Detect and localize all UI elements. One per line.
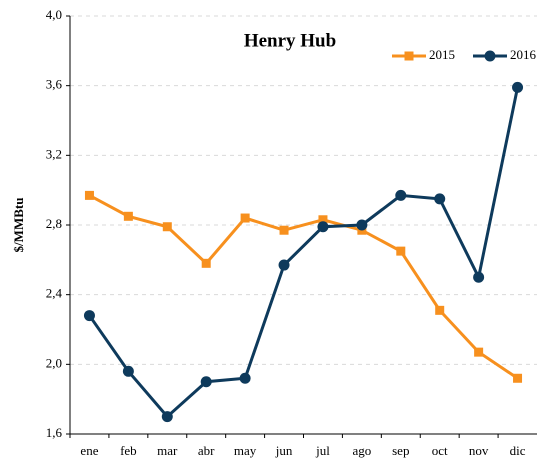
point <box>318 215 328 225</box>
point <box>239 372 251 384</box>
point <box>279 225 289 235</box>
x-tick-label: abr <box>198 443 215 458</box>
x-tick-label: ene <box>80 443 98 458</box>
y-axis-label: $/MMBtu <box>11 198 26 253</box>
chart-title: Henry Hub <box>244 30 336 51</box>
point <box>474 347 484 357</box>
y-tick-label: 2,8 <box>46 216 62 231</box>
x-tick-label: oct <box>432 443 448 458</box>
point <box>396 246 406 256</box>
point <box>435 305 445 315</box>
legend-marker <box>404 51 414 61</box>
x-tick-label: jul <box>315 443 330 458</box>
x-tick-label: jun <box>275 443 293 458</box>
point <box>278 259 290 271</box>
point <box>84 190 94 200</box>
point <box>395 189 407 201</box>
point <box>162 222 172 232</box>
y-tick-label: 2,4 <box>46 286 63 301</box>
point <box>122 365 134 377</box>
point <box>473 271 485 283</box>
point <box>83 310 95 322</box>
x-tick-label: feb <box>120 443 137 458</box>
x-tick-label: sep <box>392 443 409 458</box>
point <box>240 213 250 223</box>
point <box>512 81 524 93</box>
point <box>317 221 329 233</box>
y-tick-label: 3,6 <box>46 77 63 92</box>
x-tick-label: dic <box>510 443 526 458</box>
point <box>123 211 133 221</box>
x-tick-label: ago <box>352 443 371 458</box>
legend-label: 2015 <box>429 47 455 62</box>
legend-marker <box>484 50 496 62</box>
point <box>161 411 173 423</box>
series-line <box>88 87 520 419</box>
y-tick-label: 2,0 <box>46 355 62 370</box>
point <box>200 376 212 388</box>
y-tick-label: 4,0 <box>46 7 62 22</box>
x-tick-label: mar <box>157 443 178 458</box>
point <box>513 373 523 383</box>
point <box>356 219 368 231</box>
x-tick-label: nov <box>469 443 489 458</box>
y-tick-label: 3,2 <box>46 146 62 161</box>
y-tick-label: 1,6 <box>46 425 63 440</box>
x-tick-label: may <box>234 443 257 458</box>
point <box>434 193 446 205</box>
series-line <box>88 194 519 380</box>
point <box>201 258 211 268</box>
legend-label: 2016 <box>510 47 537 62</box>
